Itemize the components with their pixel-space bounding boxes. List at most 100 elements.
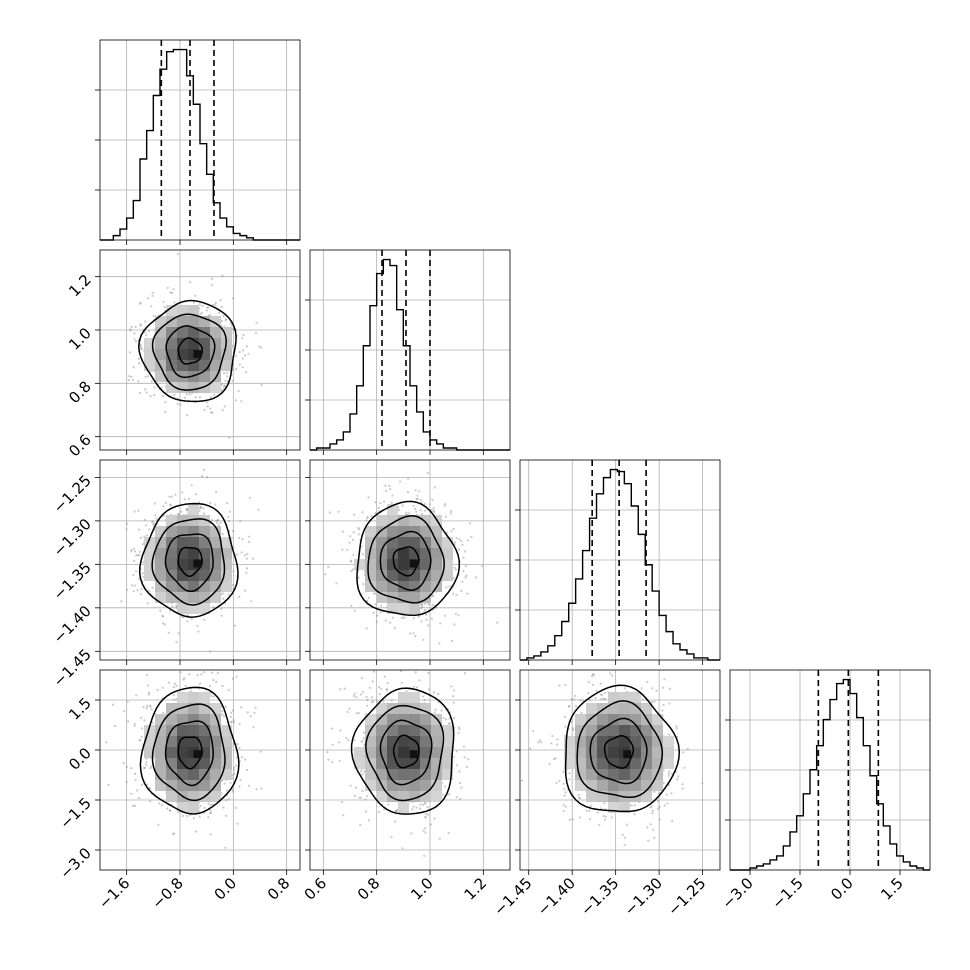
density-cell xyxy=(199,537,210,548)
scatter-point xyxy=(210,284,214,287)
scatter-point xyxy=(237,390,240,393)
density-cell xyxy=(177,570,188,581)
scatter-point xyxy=(405,511,408,514)
density-cell xyxy=(155,349,166,360)
scatter-point xyxy=(575,704,578,708)
density-cell xyxy=(210,714,221,725)
scatter-point xyxy=(203,671,206,674)
scatter-point xyxy=(391,494,394,497)
scatter-point xyxy=(400,681,403,684)
scatter-point xyxy=(433,711,436,714)
density-cell xyxy=(387,548,398,559)
scatter-point xyxy=(158,802,161,805)
scatter-point xyxy=(175,684,178,688)
scatter-point xyxy=(370,701,373,704)
density-cell xyxy=(597,780,608,791)
y-tick-label: 0.8 xyxy=(65,377,95,407)
scatter-point xyxy=(610,816,613,819)
scatter-point xyxy=(444,503,447,506)
scatter-point xyxy=(231,297,235,300)
scatter-point xyxy=(209,396,213,399)
scatter-point xyxy=(423,698,426,702)
scatter-point xyxy=(210,411,213,414)
scatter-point xyxy=(419,607,423,610)
scatter-point xyxy=(174,493,177,496)
density-layer xyxy=(100,460,300,660)
scatter-point xyxy=(210,277,213,280)
scatter-point xyxy=(568,778,571,781)
scatter-point xyxy=(458,728,461,731)
scatter-point xyxy=(394,665,396,667)
density-cell xyxy=(630,692,641,703)
scatter-point xyxy=(195,666,197,668)
scatter-point xyxy=(222,715,226,718)
density-cell xyxy=(608,747,619,758)
density-cell xyxy=(376,714,387,725)
scatter-point xyxy=(163,645,165,647)
density-cell xyxy=(155,747,166,758)
density-cell xyxy=(431,758,442,769)
density-cell xyxy=(398,714,409,725)
scatter-point xyxy=(223,405,226,408)
scatter-point xyxy=(462,556,465,559)
scatter-point xyxy=(168,609,172,612)
scatter-point xyxy=(207,802,210,805)
scatter-point xyxy=(459,797,462,801)
contour-line xyxy=(138,502,239,618)
scatter-point xyxy=(215,680,218,684)
scatter-point xyxy=(168,809,172,813)
contour-line xyxy=(564,684,681,813)
scatter-point xyxy=(681,783,684,786)
scatter-point xyxy=(232,742,235,746)
y-tick-label: 0.6 xyxy=(65,431,95,461)
density-cell xyxy=(188,603,199,614)
scatter-point xyxy=(207,816,210,819)
scatter-point xyxy=(215,490,218,493)
scatter-point xyxy=(373,670,376,673)
scatter-point xyxy=(439,622,442,625)
scatter-point xyxy=(175,605,178,608)
density-cell xyxy=(652,714,663,725)
scatter-point xyxy=(177,632,180,635)
density-cell xyxy=(409,581,420,592)
scatter-point xyxy=(229,715,232,718)
scatter-panel-4-1: −1.6 −0.8 0.0 0.8 −3.0 −1.5 0.0 1.5 xyxy=(56,645,301,913)
scatter-point xyxy=(650,687,654,690)
scatter-point xyxy=(152,245,154,247)
scatter-point xyxy=(342,814,345,817)
density-cell xyxy=(619,736,630,747)
density-cell xyxy=(597,736,608,747)
density-cell xyxy=(641,703,652,714)
scatter-point xyxy=(348,541,351,544)
scatter-point xyxy=(562,809,565,812)
density-cell xyxy=(210,526,221,537)
scatter-point xyxy=(457,614,460,617)
scatter-point xyxy=(231,790,234,793)
density-cell xyxy=(630,703,641,714)
scatter-point xyxy=(247,784,251,787)
scatter-point xyxy=(145,763,148,767)
scatter-point xyxy=(424,602,427,606)
density-cell xyxy=(177,515,188,526)
density-cell xyxy=(398,570,409,581)
contour-line xyxy=(350,687,455,815)
density-cell xyxy=(188,537,199,548)
scatter-point xyxy=(592,674,596,677)
density-cell xyxy=(177,327,188,338)
contour-line xyxy=(367,515,445,604)
scatter-point xyxy=(363,770,366,773)
scatter-point xyxy=(554,757,557,760)
density-cell xyxy=(409,548,420,559)
scatter-point xyxy=(658,805,661,809)
density-cell xyxy=(442,758,453,769)
scatter-point xyxy=(199,682,202,685)
scatter-point xyxy=(126,700,129,703)
density-cell xyxy=(144,747,155,758)
scatter-point xyxy=(572,728,575,731)
density-cell xyxy=(608,780,619,791)
scatter-point xyxy=(603,801,606,805)
density-cell xyxy=(442,725,453,736)
density-peak xyxy=(193,559,202,568)
axes-frame xyxy=(99,669,301,871)
scatter-point xyxy=(147,329,150,332)
